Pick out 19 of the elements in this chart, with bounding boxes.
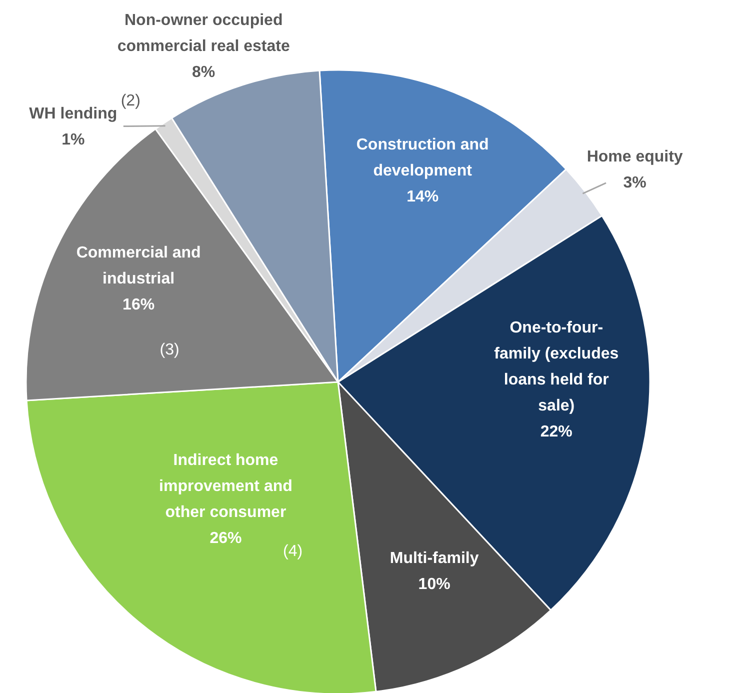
slice-label: Commercial and industrial	[76, 244, 201, 288]
slice-label: One-to-four-family (excludes loans held for sale)	[494, 320, 619, 415]
data-label: 8%	[192, 64, 216, 81]
data-label: 3%	[623, 174, 646, 192]
data-label: 26%	[210, 530, 242, 548]
text: (2)	[120, 92, 140, 110]
text: (4)	[283, 542, 303, 560]
slice-label: Construction and development	[356, 136, 489, 180]
data-label: 1%	[62, 131, 85, 148]
data-label: 22%	[540, 424, 572, 441]
data-label: 14%	[406, 188, 439, 206]
slice-label: Non-owner occupied commercial real estate	[117, 12, 290, 55]
text: (3)	[160, 341, 180, 358]
slice-label: Indirect home improvement and other consumer	[159, 452, 292, 522]
data-label: 16%	[122, 296, 155, 314]
data-label: 10%	[418, 576, 450, 594]
slice-label: WH lending	[29, 105, 118, 122]
slice-label: Home equity	[586, 148, 683, 166]
slice-label: Multi-family	[390, 550, 479, 568]
